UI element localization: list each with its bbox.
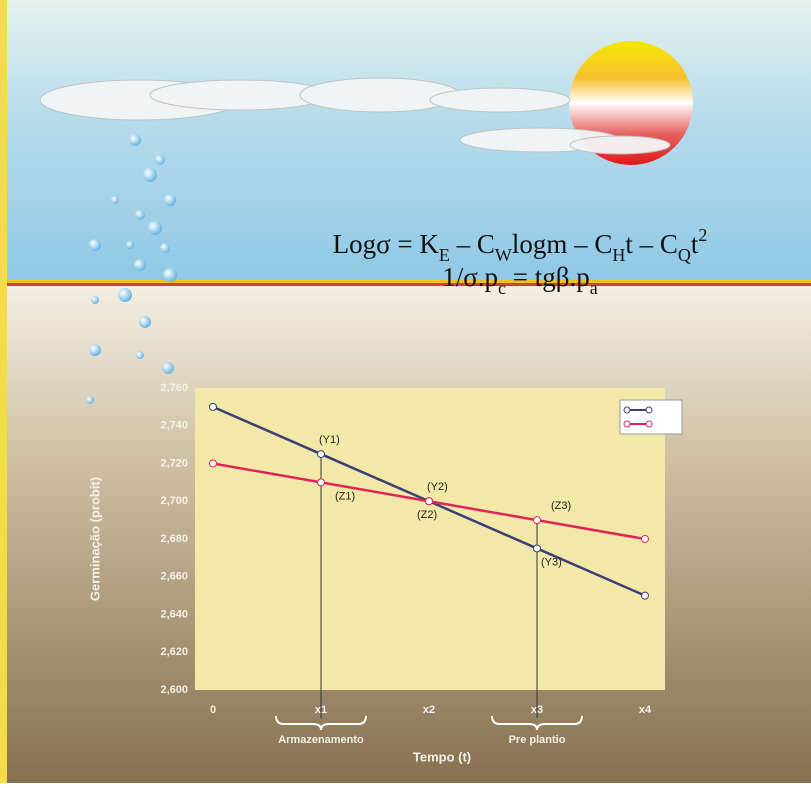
x-tick-label: x4	[639, 704, 652, 716]
point	[210, 403, 217, 410]
formula-text: t – C	[625, 229, 678, 259]
legend-marker	[646, 421, 652, 427]
point-label: (Z2)	[417, 509, 437, 521]
formula-line: Logσ = KE – CWlogm – CHt – CQt2	[333, 225, 708, 265]
x-axis-title: Tempo (t)	[413, 749, 471, 764]
formula-sup: 2	[698, 225, 707, 245]
point	[426, 498, 433, 505]
page: {"chart_data": {"type": "line", "x_label…	[0, 0, 811, 783]
y-axis-title: Germinação (probit)	[87, 477, 102, 601]
point	[318, 479, 325, 486]
y-tick-label: 2,640	[160, 608, 188, 620]
y-tick-label: 2,720	[160, 457, 188, 469]
point	[534, 545, 541, 552]
poster: Logσ = KE – CWlogm – CHt – CQt2 1/σ.pc =…	[0, 0, 811, 783]
bracket-label: Pre plantio	[509, 734, 566, 746]
formula-sub: H	[612, 245, 625, 265]
legend-marker	[646, 407, 652, 413]
formula-text: Logσ = K	[333, 229, 440, 259]
y-tick-label: 2,660	[160, 571, 188, 583]
y-tick-label: 2,700	[160, 495, 188, 507]
x-tick-label: x2	[423, 704, 435, 716]
formula-sub: Q	[678, 245, 691, 265]
horizon-glow	[0, 280, 811, 283]
point	[318, 451, 325, 458]
point	[642, 536, 649, 543]
plot-area	[195, 388, 665, 690]
bracket-label: Armazenamento	[278, 734, 364, 746]
legend-box	[620, 400, 682, 434]
x-tick-label: 0	[210, 704, 216, 716]
point-label: (Y1)	[319, 434, 340, 446]
horizon	[0, 283, 811, 286]
point-label: (Z3)	[551, 500, 571, 512]
legend-marker	[624, 421, 630, 427]
formula-text: – C	[450, 229, 495, 259]
legend-marker	[624, 407, 630, 413]
formula-text: 1/σ.p	[442, 262, 498, 292]
y-tick-label: 2,620	[160, 646, 188, 658]
y-tick-label: 2,740	[160, 420, 188, 432]
point-label: (Y3)	[541, 556, 562, 568]
y-tick-label: 2,600	[160, 684, 188, 696]
y-tick-label: 2,680	[160, 533, 188, 545]
formula-text: = tgβ.p	[506, 262, 590, 292]
point	[642, 592, 649, 599]
formula-sub: c	[498, 278, 506, 298]
formula-text: logm – C	[512, 229, 613, 259]
point	[210, 460, 217, 467]
point-label: (Y2)	[427, 481, 448, 493]
formula-sub: a	[590, 278, 598, 298]
y-tick-label: 2,760	[160, 382, 188, 394]
point-label: (Z1)	[335, 490, 355, 502]
point	[534, 517, 541, 524]
edge-strip	[0, 0, 7, 783]
